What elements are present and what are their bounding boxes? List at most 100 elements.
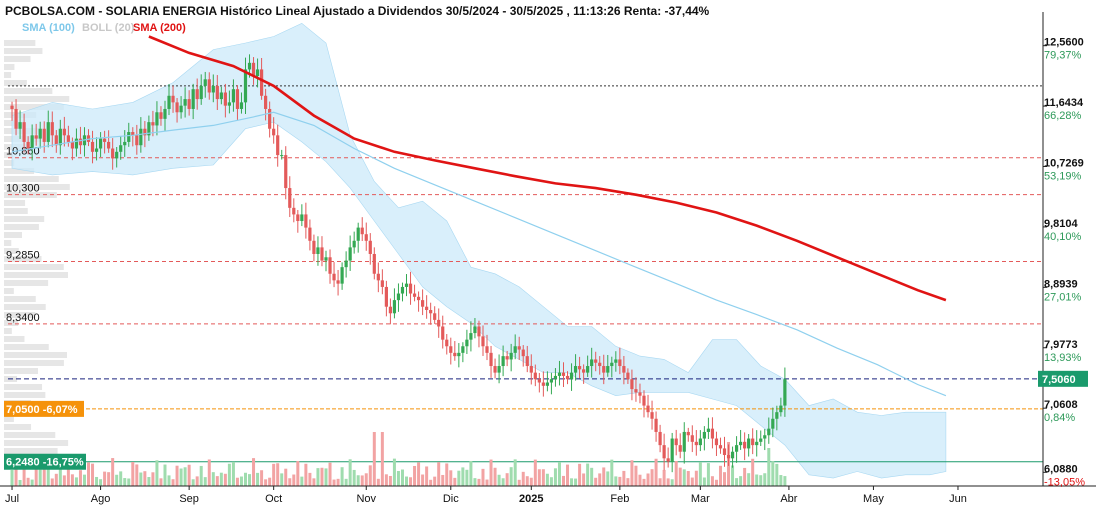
volume-bar [461, 467, 465, 486]
volume-profile-bar [4, 320, 19, 326]
volume-bar [211, 472, 215, 486]
candle-body [231, 89, 236, 103]
candle-body [348, 247, 352, 261]
y-tick-pct: 79,37% [1044, 50, 1082, 62]
candle-body [606, 366, 610, 373]
candle-body [111, 148, 115, 159]
candle-body [666, 458, 670, 462]
volume-profile-bar [4, 328, 12, 334]
volume-bar [223, 473, 227, 486]
volume-bar [473, 478, 477, 486]
candle-body [481, 336, 485, 347]
candle-body [38, 128, 42, 139]
volume-profile-bar [4, 424, 32, 430]
volume-bar [570, 478, 574, 486]
volume-profile-bar [4, 88, 53, 94]
candle-body [199, 85, 203, 100]
candle-body [179, 105, 183, 113]
candle-body [751, 438, 755, 446]
volume-bars [10, 432, 787, 486]
level-label: 10,300 [6, 183, 40, 195]
x-tick-label: Sep [179, 493, 199, 505]
candle-body [86, 135, 91, 142]
green-level-tag [4, 453, 86, 470]
candle-body [573, 366, 578, 373]
volume-profile-bar [4, 120, 19, 126]
candle-body [513, 346, 517, 353]
candle-body [203, 79, 207, 86]
candle-body [577, 366, 582, 370]
candle-body [771, 418, 775, 429]
y-tick-label: 10,7269 [1044, 158, 1084, 170]
candle-body [553, 375, 558, 380]
candle-body [779, 405, 783, 413]
volume-bar [14, 460, 18, 486]
volume-bar [38, 469, 42, 486]
candle-body [316, 247, 320, 254]
candle-body [119, 145, 123, 152]
volume-bar [429, 479, 433, 486]
candle-body [360, 227, 364, 235]
candle-body [421, 300, 425, 307]
candle-body [602, 366, 606, 373]
volume-bar [179, 468, 183, 486]
volume-bar [78, 470, 82, 486]
candle-body [255, 69, 260, 77]
volume-profile-bar [4, 368, 39, 374]
volume-bar [384, 474, 388, 486]
candle-body [569, 372, 574, 380]
volume-bar [272, 463, 276, 486]
volume-bar [231, 461, 235, 486]
candle-body [131, 132, 135, 136]
volume-bar [718, 465, 722, 486]
volume-bar [574, 478, 578, 486]
candle-body [461, 346, 465, 353]
candle-body [50, 122, 54, 136]
volume-bar [626, 478, 630, 486]
volume-bar [227, 463, 231, 486]
volume-bar [312, 478, 316, 486]
candle-body [151, 122, 155, 126]
volume-profile-bar [4, 440, 69, 446]
volume-bar [111, 458, 115, 486]
volume-bar [501, 478, 505, 486]
x-tick-label: May [863, 493, 884, 505]
candle-body [288, 188, 292, 208]
volume-bar [481, 468, 485, 486]
candle-body [54, 135, 58, 146]
candle-body [497, 366, 501, 373]
candle-body [718, 445, 723, 449]
candle-body [449, 346, 453, 353]
volume-profile-bar [4, 224, 39, 230]
candle-body [642, 395, 646, 406]
y-tick-label: 6,0880 [1044, 463, 1078, 475]
x-tick-label: 2025 [519, 493, 543, 505]
sma100-line [11, 111, 947, 397]
volume-bar [763, 473, 767, 486]
candle-body [783, 379, 787, 406]
candle-body [694, 441, 698, 446]
volume-profile-bar [4, 296, 36, 302]
candle-body [135, 135, 139, 146]
candle-body [416, 296, 421, 301]
candle-body [344, 260, 348, 268]
candle-body [618, 359, 622, 367]
y-tick-label: 8,8939 [1044, 278, 1078, 290]
volume-bar [388, 475, 392, 486]
candle-body [264, 95, 268, 109]
candle-body [437, 319, 441, 327]
candle-body [388, 306, 393, 314]
volume-bar [622, 470, 626, 486]
volume-profile-bar [4, 416, 14, 422]
volume-profile-bar [4, 72, 12, 78]
level-label: 9,2850 [6, 250, 40, 262]
candle-body [429, 310, 433, 314]
volume-bar [694, 470, 698, 486]
candle-body [70, 141, 75, 149]
candle-body [10, 105, 14, 109]
volume-bar [70, 474, 74, 486]
volume-bar [485, 479, 489, 486]
candle-body [336, 280, 340, 284]
candle-body [590, 359, 594, 367]
volume-bar [525, 476, 529, 486]
